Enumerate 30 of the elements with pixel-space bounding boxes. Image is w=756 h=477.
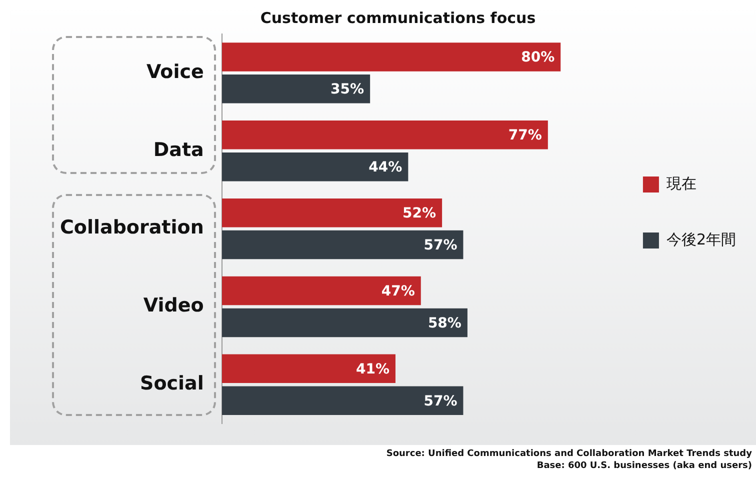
data-label: 52% [402,205,436,222]
data-label: 57% [424,237,458,254]
bar [222,198,442,228]
data-label: 47% [381,283,415,300]
text: Base: 600 U.S. businesses (aka end users) [536,460,752,472]
bar [222,308,468,338]
legend-label: 現在 [666,174,696,192]
bar [222,386,464,415]
data-label: 35% [330,82,364,98]
y-tick-label: Voice [146,60,204,83]
bar [222,276,421,306]
bar [222,230,464,260]
data-label: 80% [521,50,555,66]
data-label: 77% [508,128,542,144]
legend-label: 今後2年間 [666,230,736,248]
bar [222,74,370,104]
source-note: Source: Unified Communications and Collaboration Market Trends study [386,448,752,460]
y-tick-label: Social [140,372,204,395]
y-tick-label: Data [153,138,204,161]
bar [222,354,396,384]
y-tick-label: Collaboration [60,216,204,239]
chart-title: Customer communications focus [260,8,536,27]
bar [222,152,408,182]
data-label: 57% [424,393,458,410]
bar [222,120,548,150]
data-label: 58% [428,315,462,332]
bar [222,42,561,72]
data-label: 41% [356,361,390,378]
data-label: 44% [368,159,402,176]
y-tick-label: Video [143,294,204,317]
